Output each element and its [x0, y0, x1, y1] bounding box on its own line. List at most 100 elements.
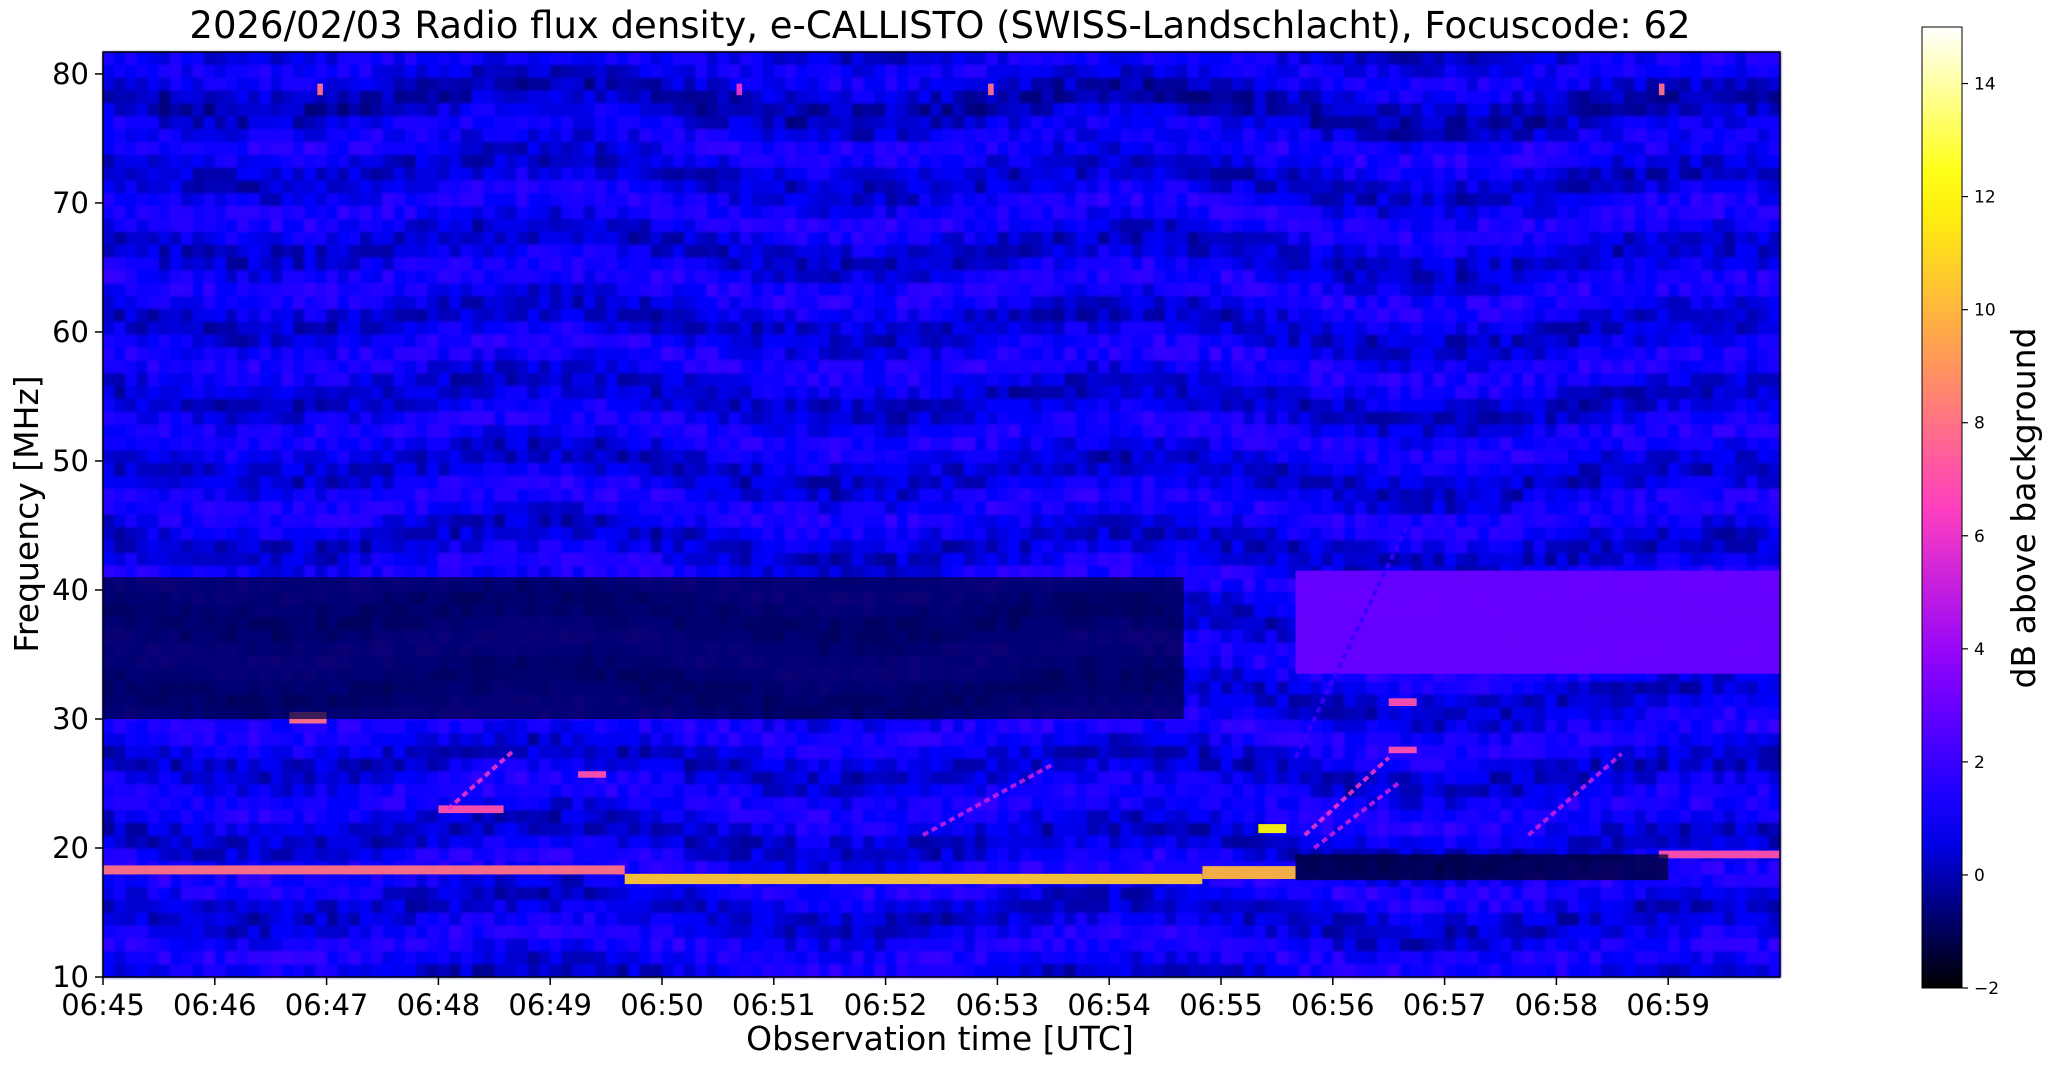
spectrogram-cell	[114, 360, 126, 374]
spectrogram-cell	[1187, 193, 1200, 207]
spectrogram-cell	[214, 347, 227, 361]
spectrogram-cell	[371, 193, 384, 207]
spectrogram-cell	[662, 231, 674, 246]
spectrogram-cell	[114, 167, 126, 182]
spectrogram-cell	[1131, 373, 1144, 387]
spectrogram-cell	[1701, 321, 1714, 336]
spectrogram-cell	[751, 437, 764, 451]
spectrogram-cell	[1109, 398, 1121, 413]
spectrogram-cell	[572, 141, 585, 156]
spectrogram-cell	[1511, 52, 1524, 66]
spectrogram-cell	[1500, 219, 1513, 233]
spectrogram-cell	[136, 347, 149, 361]
spectrogram-cell	[1019, 463, 1032, 477]
spectrogram-cell	[606, 52, 618, 66]
spectrogram-cell	[1634, 308, 1647, 323]
spectrogram-cell	[874, 90, 887, 104]
spectrogram-cell	[259, 334, 272, 349]
spectrogram-cell	[527, 257, 540, 272]
spectrogram-cell	[1321, 64, 1334, 79]
spectrogram-cell	[326, 270, 339, 284]
spectrogram-cell	[1746, 283, 1759, 297]
spectrogram-cell	[1444, 52, 1457, 66]
spectrogram-cell	[1366, 270, 1379, 284]
spectrogram-cell	[829, 463, 842, 477]
spectrogram-cell	[717, 257, 730, 272]
spectrogram-cell	[1232, 321, 1244, 336]
spectrogram-cell	[192, 347, 205, 361]
spectrogram-cell	[281, 129, 294, 143]
spectrogram-cell	[516, 90, 529, 104]
spectrogram-cell	[1757, 103, 1770, 117]
spectrogram-cell	[214, 103, 227, 117]
spectrogram-cell	[1545, 463, 1557, 477]
spectrogram-cell	[1500, 296, 1513, 310]
spectrogram-cell	[1377, 257, 1390, 272]
spectrogram-cell	[1120, 77, 1133, 92]
spectrogram-cell	[1109, 321, 1121, 336]
spectrogram-cell	[1265, 116, 1278, 130]
spectrogram-cell	[1433, 308, 1446, 323]
spectrogram-cell	[695, 398, 708, 413]
spectrogram-cell	[1578, 373, 1591, 387]
spectrogram-cell	[751, 308, 764, 323]
spectrogram-cell	[1601, 206, 1613, 220]
spectrogram-cell	[684, 334, 697, 349]
spectrogram-cell	[404, 167, 417, 182]
spectrogram-cell	[1768, 463, 1781, 477]
spectrogram-cell	[1489, 463, 1502, 477]
spectrogram-cell	[293, 77, 305, 92]
spectrogram-cell	[315, 257, 328, 272]
spectrogram-cell	[136, 437, 149, 451]
spectrogram-cell	[1444, 64, 1457, 79]
spectrogram-cell	[158, 386, 171, 400]
spectrogram-cell	[1075, 103, 1088, 117]
spectrogram-cell	[125, 257, 138, 272]
spectrogram-cell	[919, 206, 931, 220]
spectrogram-cell	[293, 360, 305, 374]
spectrogram-cell	[348, 463, 361, 477]
spectrogram-cell	[550, 347, 562, 361]
spectrogram-cell	[796, 334, 808, 349]
spectrogram-cell	[874, 154, 887, 169]
spectrogram-cell	[1221, 308, 1233, 323]
spectrogram-cell	[896, 244, 909, 259]
spectrogram-cell	[1075, 52, 1088, 66]
spectrogram-cell	[986, 231, 998, 246]
spectrogram-cell	[1399, 52, 1412, 66]
spectrogram-cell	[449, 398, 462, 413]
spectrogram-cell	[1601, 90, 1613, 104]
spectrogram-cell	[572, 437, 585, 451]
spectrogram-cell	[1478, 116, 1490, 130]
spectrogram-cell	[1556, 244, 1569, 259]
spectrogram-cell	[360, 321, 372, 336]
spectrogram-cell	[963, 77, 976, 92]
spectrogram-cell	[1534, 167, 1546, 182]
spectrogram-cell	[125, 141, 138, 156]
spectrogram-cell	[214, 360, 227, 374]
spectrogram-cell	[1176, 77, 1189, 92]
spectrogram-cell	[103, 206, 115, 220]
spectrogram-cell	[662, 296, 674, 310]
spectrogram-cell	[997, 167, 1010, 182]
spectrogram-cell	[1377, 206, 1390, 220]
spectrogram-cell	[762, 424, 775, 439]
spectrogram-cell	[550, 90, 562, 104]
spectrogram-cell	[606, 270, 618, 284]
spectrogram-cell	[572, 77, 585, 92]
spectrogram-cell	[550, 386, 562, 400]
spectrogram-cell	[863, 64, 876, 79]
spectrogram-cell	[1701, 283, 1714, 297]
spectrogram-cell	[829, 90, 842, 104]
spectrogram-cell	[1746, 193, 1759, 207]
spectrogram-cell	[1153, 411, 1166, 426]
spectrogram-cell	[147, 360, 160, 374]
spectrogram-cell	[1724, 283, 1736, 297]
spectrogram-cell	[170, 437, 182, 451]
spectrogram-cell	[539, 347, 551, 361]
spectrogram-cell	[762, 411, 775, 426]
spectrogram-cell	[1679, 219, 1692, 233]
spectrogram-cell	[1645, 193, 1658, 207]
spectrogram-cell	[348, 475, 361, 490]
spectrogram-cell	[1478, 424, 1490, 439]
